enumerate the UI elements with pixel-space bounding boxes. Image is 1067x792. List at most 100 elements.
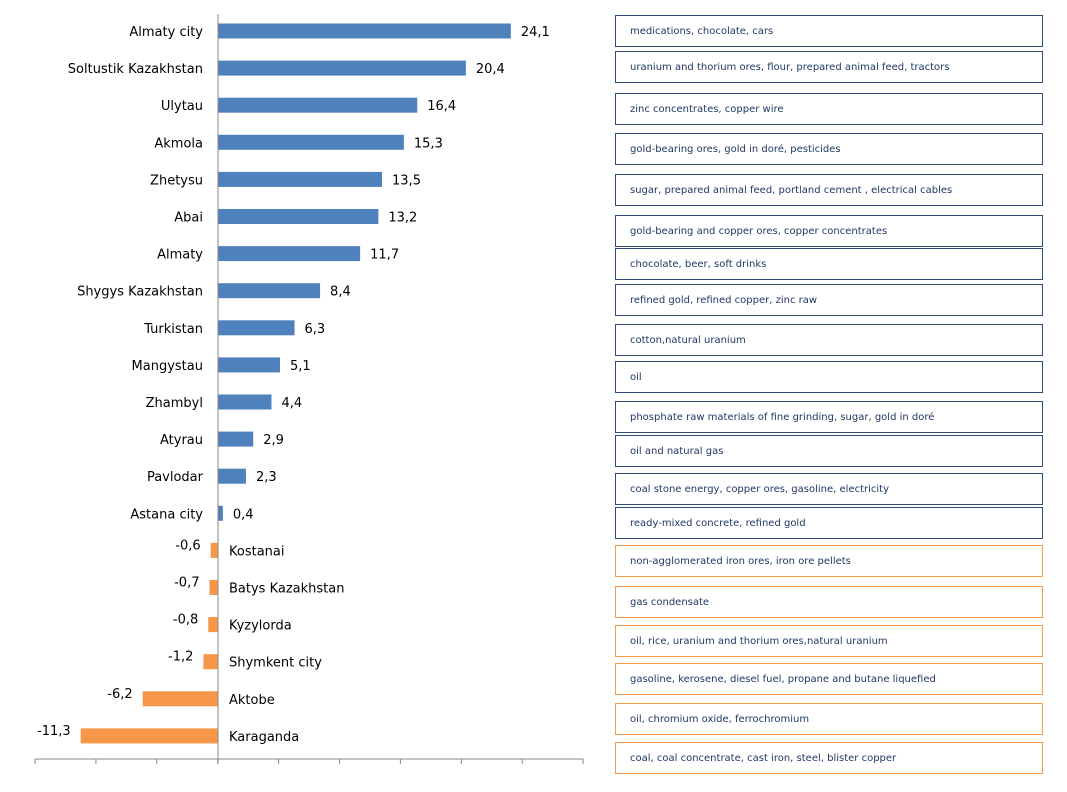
- region-label: Shygys Kazakhstan: [77, 285, 203, 300]
- product-text: oil, rice, uranium and thorium ores,natu…: [630, 635, 888, 647]
- value-label: 4,4: [281, 396, 302, 411]
- bar-17: [208, 617, 218, 633]
- bar-20: [80, 728, 218, 744]
- product-box: gold-bearing ores, gold in doré, pestici…: [615, 133, 1043, 165]
- value-label: 5,1: [290, 359, 311, 374]
- product-text: ready-mixed concrete, refined gold: [630, 517, 806, 529]
- product-box: uranium and thorium ores, flour, prepare…: [615, 51, 1043, 83]
- region-label: Abai: [174, 211, 203, 226]
- value-label: 11,7: [370, 248, 399, 263]
- bar-13: [218, 468, 246, 484]
- bar-16: [209, 580, 218, 595]
- region-label: Kostanai: [229, 544, 285, 559]
- value-label: -6,2: [107, 687, 132, 702]
- product-box: gold-bearing and copper ores, copper con…: [615, 215, 1043, 247]
- region-label: Batys Kazakhstan: [229, 582, 344, 597]
- product-box: sugar, prepared animal feed, portland ce…: [615, 174, 1043, 206]
- product-text: zinc concentrates, copper wire: [630, 103, 784, 115]
- product-box: oil and natural gas: [615, 435, 1043, 467]
- value-label: 24,1: [521, 25, 550, 40]
- bar-3: [218, 97, 418, 113]
- bar-8: [218, 283, 321, 299]
- bar-1: [218, 23, 511, 39]
- region-label: Pavlodar: [147, 470, 204, 485]
- product-text: gold-bearing and copper ores, copper con…: [630, 225, 888, 237]
- value-label: -0,7: [174, 576, 199, 591]
- product-text: uranium and thorium ores, flour, prepare…: [630, 61, 950, 73]
- value-label: -0,6: [175, 538, 200, 553]
- axes: [34, 14, 584, 764]
- value-label: 20,4: [476, 62, 505, 77]
- product-box: ready-mixed concrete, refined gold: [615, 507, 1043, 539]
- value-label: 6,3: [305, 322, 326, 337]
- value-label: 15,3: [414, 136, 443, 151]
- product-box: gasoline, kerosene, diesel fuel, propane…: [615, 663, 1043, 695]
- data-labels: Almaty city 24,1 Soltustik Kazakhstan 20,4 U…: [37, 25, 550, 745]
- product-text: gasoline, kerosene, diesel fuel, propane…: [630, 673, 936, 685]
- bar-10: [218, 357, 280, 373]
- region-label: Akmola: [154, 136, 203, 151]
- value-label: 2,3: [256, 470, 277, 485]
- product-text: oil, chromium oxide, ferrochromium: [630, 713, 810, 725]
- bar-18: [203, 654, 218, 670]
- product-box: non-agglomerated iron ores, iron ore pel…: [615, 545, 1043, 577]
- bar-6: [218, 209, 379, 224]
- product-text: sugar, prepared animal feed, portland ce…: [630, 184, 953, 196]
- product-text: chocolate, beer, soft drinks: [630, 258, 767, 270]
- region-label: Atyrau: [160, 433, 203, 448]
- value-label: 0,4: [233, 507, 254, 522]
- bar-11: [218, 394, 272, 410]
- bar-9: [218, 320, 295, 336]
- product-text: oil: [630, 371, 642, 383]
- product-box: oil, rice, uranium and thorium ores,natu…: [615, 625, 1043, 657]
- bar-4: [218, 134, 404, 150]
- region-label: Turkistan: [143, 322, 203, 337]
- bar-series: [80, 23, 511, 744]
- region-label: Kyzylorda: [229, 619, 292, 634]
- value-label: -0,8: [173, 613, 198, 628]
- region-label: Zhambyl: [146, 396, 203, 411]
- value-label: 13,5: [392, 173, 421, 188]
- region-label: Astana city: [130, 507, 203, 522]
- product-text: medications, chocolate, cars: [630, 25, 774, 37]
- bar-7: [218, 246, 361, 262]
- region-label: Karaganda: [229, 730, 299, 745]
- value-label: 16,4: [427, 99, 456, 114]
- product-box: refined gold, refined copper, zinc raw: [615, 284, 1043, 316]
- region-label: Aktobe: [229, 693, 275, 708]
- bar-19: [142, 691, 218, 707]
- product-text: refined gold, refined copper, zinc raw: [630, 294, 818, 306]
- product-box: phosphate raw materials of fine grinding…: [615, 401, 1043, 433]
- region-label: Zhetysu: [150, 173, 203, 188]
- product-text: oil and natural gas: [630, 445, 724, 457]
- value-label: 13,2: [388, 211, 417, 226]
- product-text: gold-bearing ores, gold in doré, pestici…: [630, 143, 841, 155]
- product-box: oil, chromium oxide, ferrochromium: [615, 703, 1043, 735]
- value-label: 8,4: [330, 285, 351, 300]
- region-label: Soltustik Kazakhstan: [68, 62, 203, 77]
- region-label: Almaty: [157, 248, 203, 263]
- product-text: cotton,natural uranium: [630, 334, 746, 346]
- region-label: Mangystau: [132, 359, 203, 374]
- product-box: medications, chocolate, cars: [615, 15, 1043, 47]
- bar-15: [210, 542, 218, 558]
- product-box: gas condensate: [615, 586, 1043, 618]
- product-text: phosphate raw materials of fine grinding…: [630, 411, 935, 423]
- value-label: 2,9: [263, 433, 284, 448]
- bar-14: [218, 505, 223, 521]
- product-box: chocolate, beer, soft drinks: [615, 248, 1043, 280]
- product-text: non-agglomerated iron ores, iron ore pel…: [630, 555, 851, 567]
- bar-2: [218, 60, 466, 76]
- product-box: coal, coal concentrate, cast iron, steel…: [615, 742, 1043, 774]
- bar-5: [218, 171, 383, 187]
- bar-12: [218, 431, 254, 447]
- product-text: coal, coal concentrate, cast iron, steel…: [630, 752, 897, 764]
- region-label: Shymkent city: [229, 656, 322, 671]
- product-text: coal stone energy, copper ores, gasoline…: [630, 483, 890, 495]
- product-box: cotton,natural uranium: [615, 324, 1043, 356]
- product-text: gas condensate: [630, 596, 710, 608]
- product-box: zinc concentrates, copper wire: [615, 93, 1043, 125]
- value-label: -1,2: [168, 650, 193, 665]
- region-label: Almaty city: [129, 25, 203, 40]
